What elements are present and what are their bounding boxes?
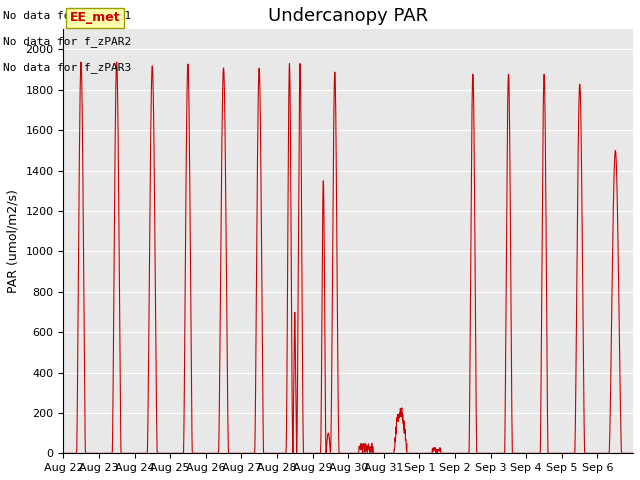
Y-axis label: PAR (umol/m2/s): PAR (umol/m2/s) — [7, 190, 20, 293]
Text: No data for f_zPAR2: No data for f_zPAR2 — [3, 36, 131, 47]
Title: Undercanopy PAR: Undercanopy PAR — [268, 7, 428, 25]
Text: No data for f_zPAR3: No data for f_zPAR3 — [3, 62, 131, 73]
Text: No data for f_zPAR1: No data for f_zPAR1 — [3, 10, 131, 21]
Text: EE_met: EE_met — [70, 12, 120, 24]
